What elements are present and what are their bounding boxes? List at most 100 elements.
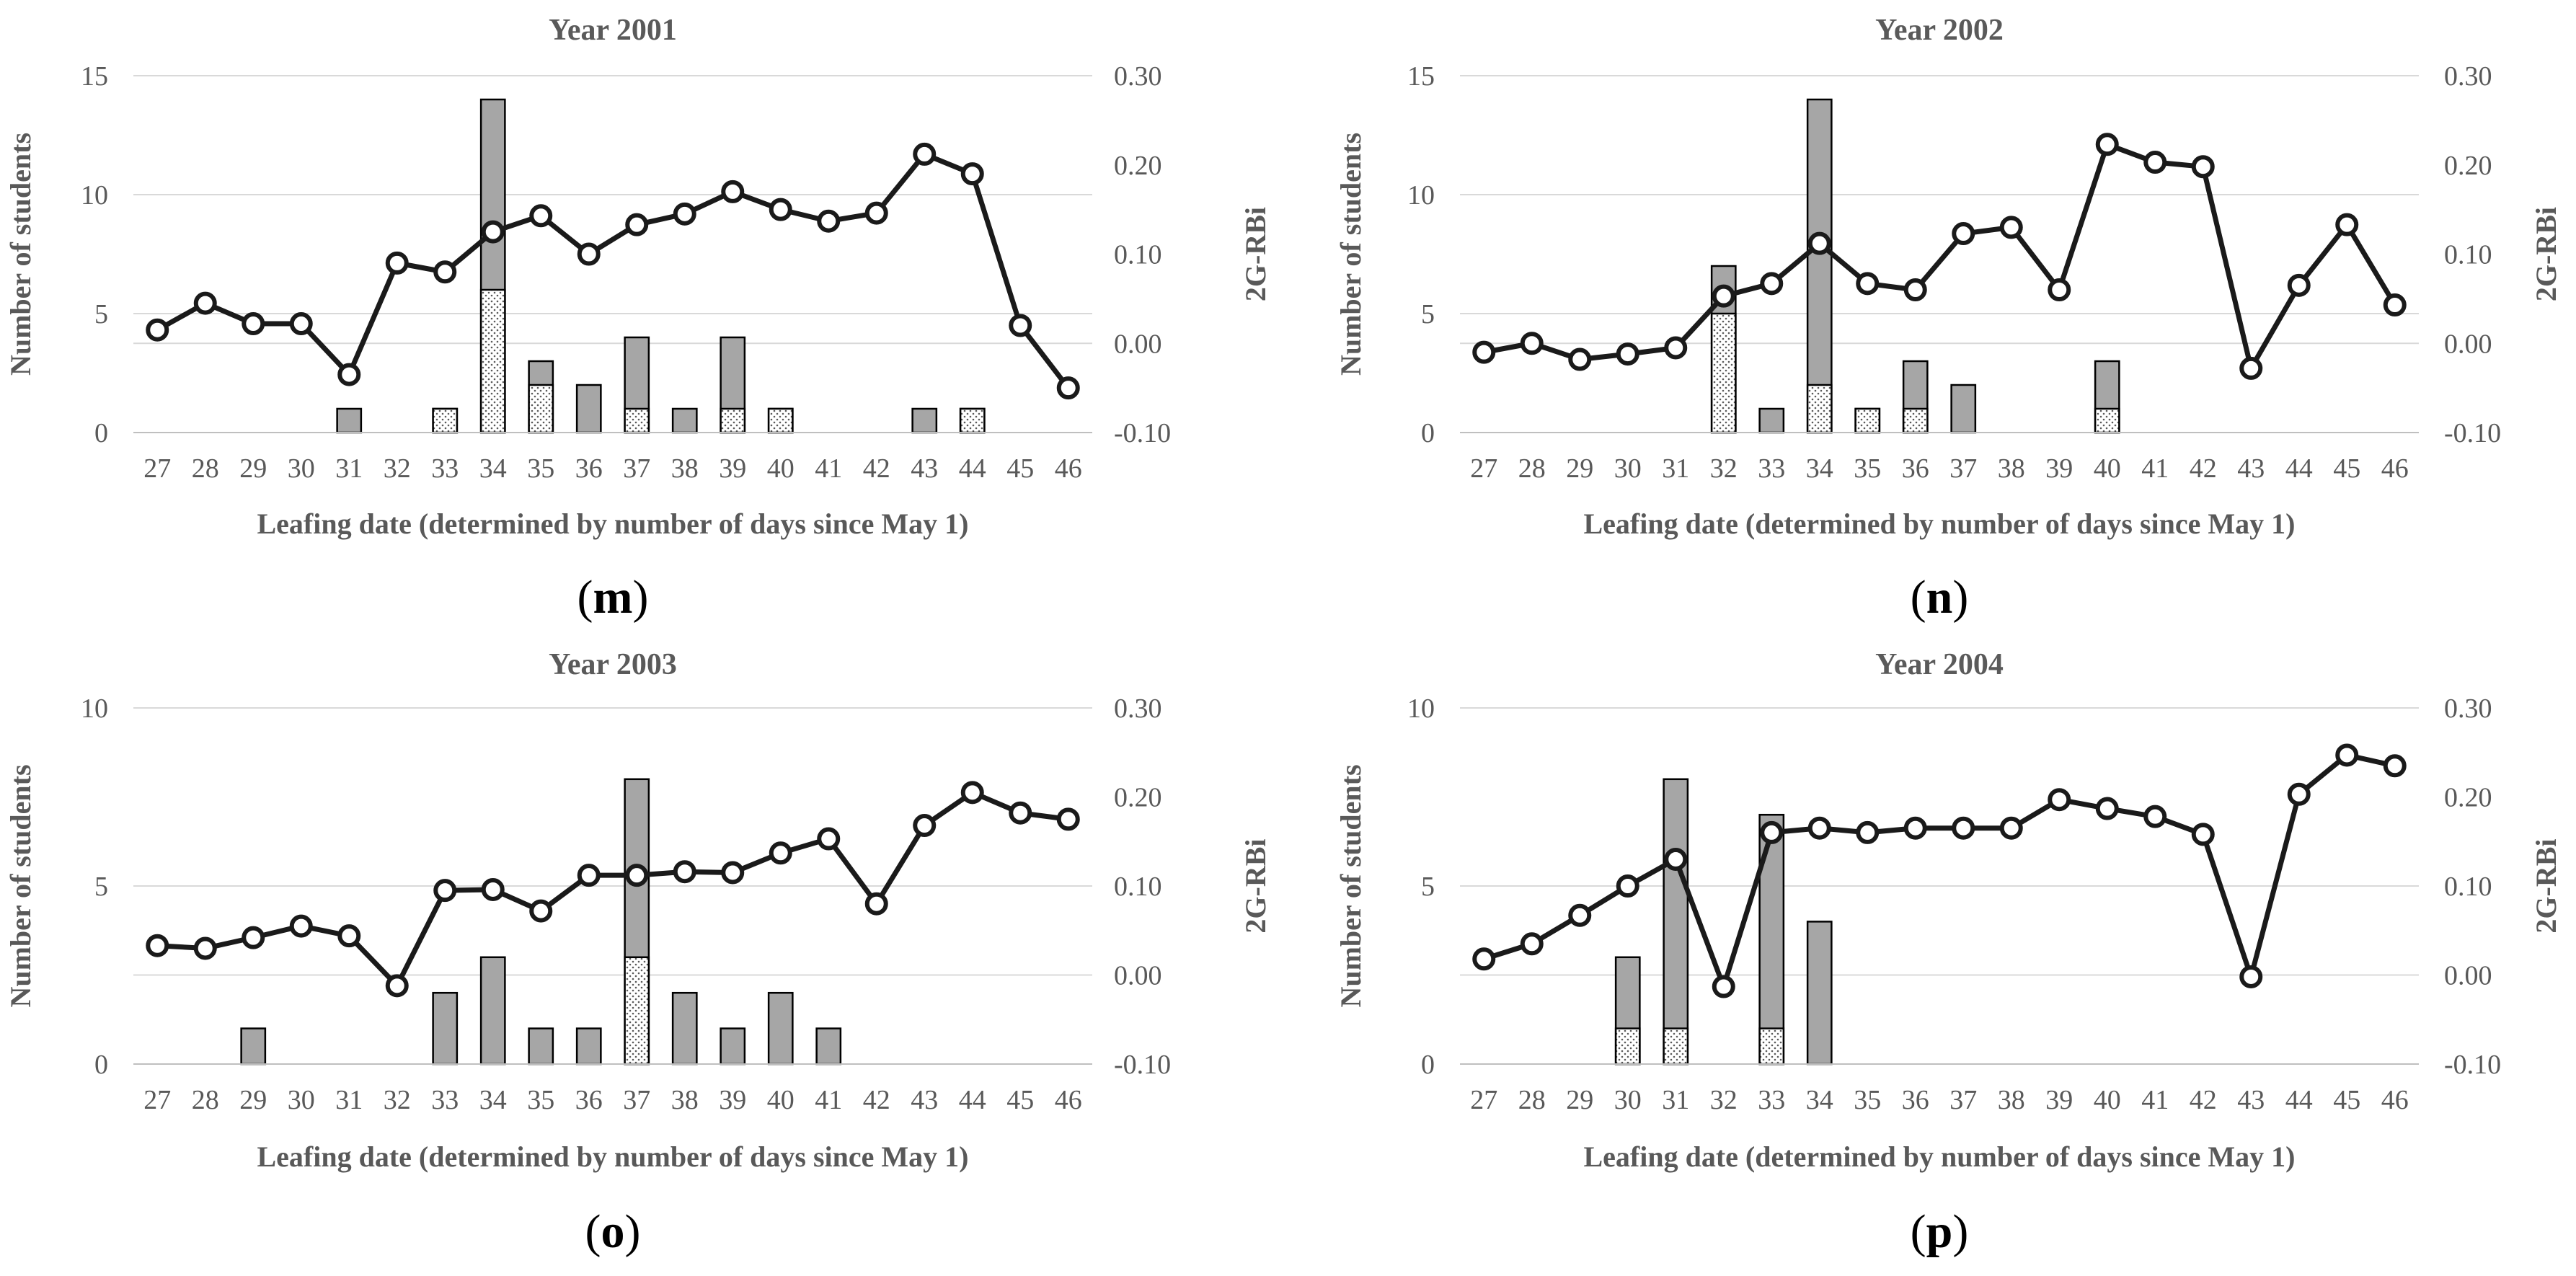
x-tick-label: 43 — [2237, 453, 2265, 484]
bar-dotted — [1758, 1027, 1785, 1065]
y2-tick-label: -0.10 — [2444, 418, 2501, 448]
point-2g-rbi — [2383, 754, 2407, 778]
x-tick-label: 29 — [239, 453, 267, 484]
point-2g-rbi — [721, 180, 745, 203]
point-2g-rbi — [242, 926, 265, 949]
x-tick-label: 40 — [767, 1085, 795, 1115]
y2-axis-title: 2G-RBi — [2530, 838, 2562, 933]
x-tick-label: 41 — [815, 1085, 842, 1115]
y-tick-label: 5 — [1421, 872, 1435, 902]
x-tick-label: 36 — [575, 453, 603, 484]
chart-title: Year 2001 — [549, 14, 677, 47]
point-2g-rbi — [913, 142, 937, 166]
point-2g-rbi — [864, 892, 888, 916]
x-tick-label: 43 — [2237, 1085, 2265, 1115]
x-tick-label: 38 — [671, 1085, 699, 1115]
x-tick-label: 39 — [2045, 453, 2073, 484]
x-tick-label: 27 — [1470, 1085, 1497, 1115]
x-tick-label: 31 — [1662, 453, 1689, 484]
x-tick-label: 45 — [1006, 453, 1034, 484]
point-2g-rbi — [1472, 340, 1496, 364]
point-2g-rbi — [193, 936, 217, 960]
y2-tick-label: 0.30 — [2444, 61, 2492, 92]
bar-dotted — [1854, 407, 1881, 434]
y-tick-label: 10 — [1407, 180, 1435, 211]
x-tick-label: 46 — [1055, 1085, 1082, 1115]
y2-tick-label: 0.00 — [2444, 329, 2492, 359]
point-2g-rbi — [769, 198, 792, 221]
point-2g-rbi — [1472, 947, 1496, 971]
x-tick-label: 36 — [575, 1085, 603, 1115]
x-tick-label: 46 — [2381, 1085, 2409, 1115]
point-2g-rbi — [1807, 231, 1831, 255]
x-tick-label: 27 — [143, 1085, 171, 1115]
charts-root: 0 5 10 15 -0.10 0.00 0.10 0.20 0.30 27 28 29 30 31 32 3… — [4, 14, 2562, 1258]
x-tick-label: 44 — [2285, 453, 2313, 484]
bar-dotted — [1663, 1027, 1689, 1065]
point-2g-rbi — [2383, 293, 2407, 317]
point-2g-rbi — [337, 924, 361, 948]
y2-tick-label: 0.10 — [2444, 240, 2492, 270]
point-2g-rbi — [864, 201, 888, 225]
bar-dotted — [432, 407, 459, 434]
bar-total — [1806, 921, 1833, 1065]
bar-dotted — [720, 407, 746, 434]
x-tick-label: 35 — [527, 1085, 554, 1115]
point-2g-rbi — [1664, 336, 1688, 360]
point-2g-rbi — [433, 879, 457, 903]
chart-title: Year 2002 — [1875, 14, 2004, 47]
y-tick-label: 5 — [1421, 299, 1435, 329]
x-tick-label: 37 — [623, 453, 650, 484]
panel-label: (o) — [585, 1205, 641, 1258]
point-2g-rbi — [673, 202, 696, 226]
bar-dotted — [528, 384, 554, 434]
bar-dotted — [479, 288, 506, 434]
point-2g-rbi — [1760, 272, 1784, 296]
bar-dotted — [959, 407, 986, 434]
y-axis-title: Number of students — [4, 133, 37, 376]
x-tick-label: 35 — [527, 453, 554, 484]
point-2g-rbi — [1009, 801, 1032, 825]
point-2g-rbi — [2335, 743, 2359, 767]
x-tick-label: 35 — [1854, 1085, 1881, 1115]
y-tick-label: 10 — [1407, 694, 1435, 724]
y2-axis-title: 2G-RBi — [1239, 838, 1272, 933]
y2-tick-label: 0.30 — [1114, 694, 1162, 724]
point-2g-rbi — [960, 781, 984, 805]
line-2g-rbi — [1483, 141, 2397, 371]
panel-label: (n) — [1911, 571, 1969, 624]
line-2g-rbi — [156, 151, 1071, 390]
point-2g-rbi — [242, 312, 265, 336]
point-2g-rbi — [2239, 965, 2263, 988]
x-tick-label: 32 — [384, 453, 411, 484]
point-2g-rbi — [289, 914, 313, 938]
line-2g-rbi — [1483, 752, 2396, 990]
y2-axis-title: 2G-RBi — [1239, 207, 1272, 301]
x-tick-label: 31 — [335, 1085, 363, 1115]
x-tick-label: 27 — [143, 453, 171, 484]
point-2g-rbi — [481, 877, 505, 901]
y-axis-title: Number of students — [1335, 764, 1367, 1007]
x-axis-title: Leafing date (determined by number of da… — [1584, 508, 2296, 540]
x-tick-label: 41 — [2141, 453, 2169, 484]
bar-total — [1806, 98, 1833, 434]
x-tick-label: 45 — [2333, 453, 2360, 484]
point-2g-rbi — [1952, 816, 1975, 840]
point-2g-rbi — [385, 251, 409, 275]
x-tick-label: 41 — [815, 453, 842, 484]
point-2g-rbi — [1520, 932, 1544, 956]
chart-title: Year 2004 — [1875, 648, 2004, 681]
point-2g-rbi — [2191, 155, 2215, 179]
x-tick-label: 37 — [1949, 1085, 1977, 1115]
x-tick-label: 32 — [1710, 1085, 1738, 1115]
x-tick-label: 28 — [1518, 1085, 1546, 1115]
y-tick-label: 0 — [1421, 1050, 1435, 1080]
y-tick-label: 0 — [1421, 418, 1435, 448]
x-tick-label: 40 — [2094, 1085, 2121, 1115]
point-2g-rbi — [1712, 975, 1735, 998]
x-axis-title: Leafing date (determined by number of da… — [257, 1140, 969, 1173]
point-2g-rbi — [2048, 788, 2071, 812]
x-tick-label: 39 — [2045, 1085, 2073, 1115]
bar-dotted — [624, 956, 650, 1065]
point-2g-rbi — [1712, 284, 1735, 308]
